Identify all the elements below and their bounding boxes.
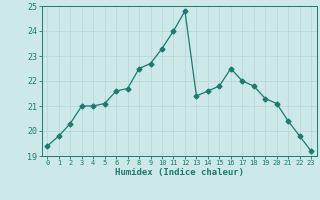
- X-axis label: Humidex (Indice chaleur): Humidex (Indice chaleur): [115, 168, 244, 177]
